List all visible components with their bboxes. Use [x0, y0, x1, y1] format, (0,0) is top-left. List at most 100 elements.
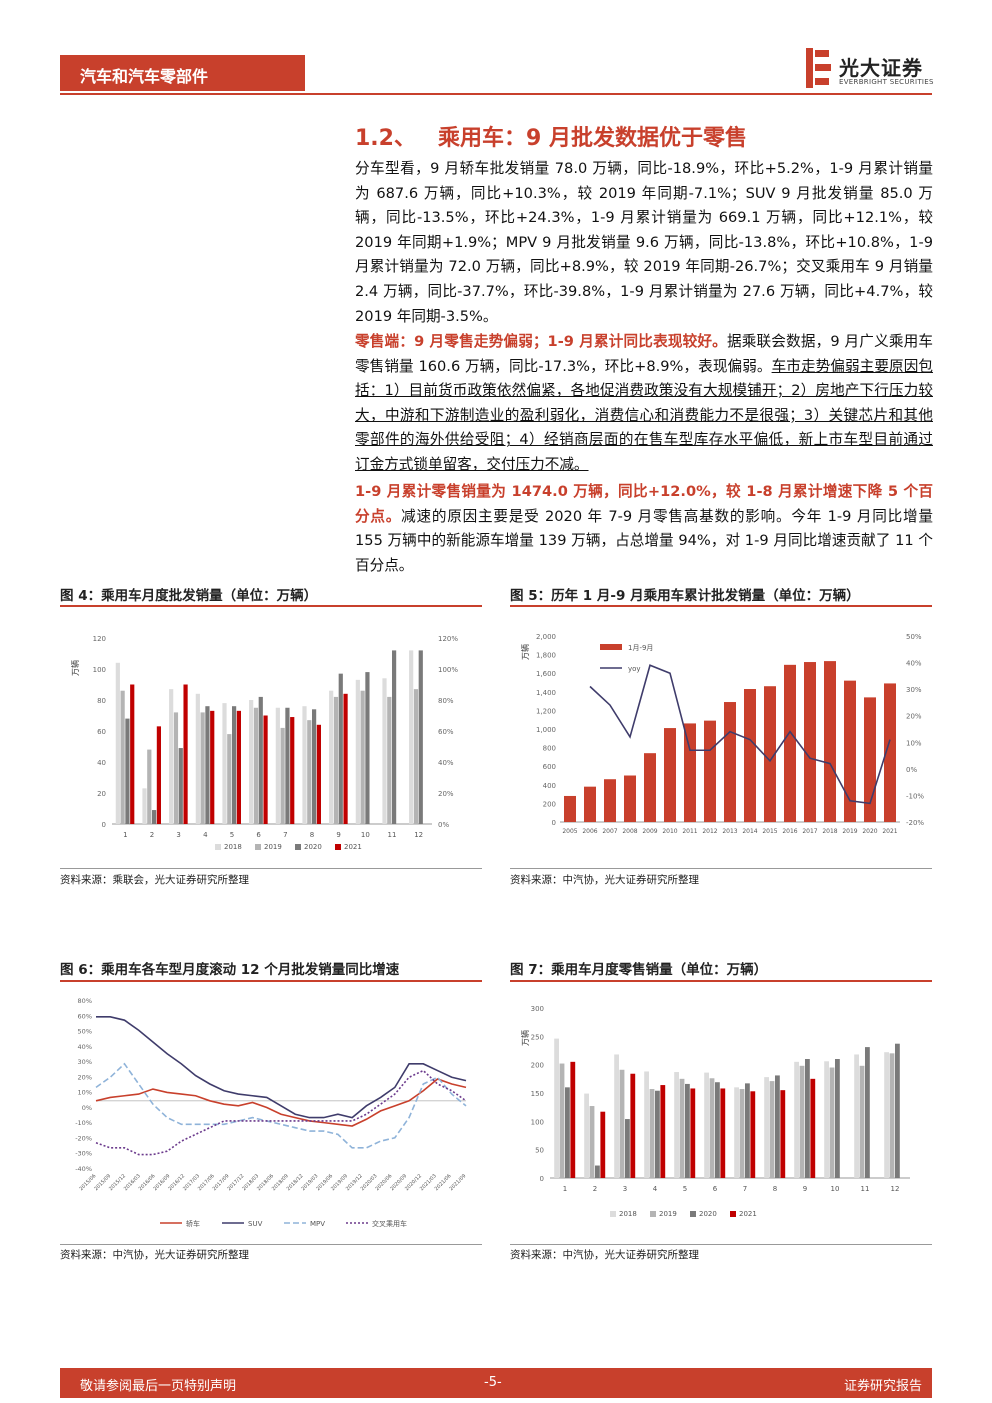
- bar-2020: [685, 1083, 690, 1178]
- y-tick-label: -10%: [75, 1119, 92, 1127]
- bar-2020: [365, 672, 370, 824]
- bar-2018: [824, 1061, 829, 1178]
- y-tick-label: 800: [543, 745, 556, 753]
- yoy-line: [589, 664, 891, 805]
- x-tick-label: 2015: [762, 828, 777, 835]
- bar-cumulative: [604, 779, 616, 822]
- bar-2018: [674, 1072, 679, 1178]
- bar-2018: [704, 1072, 709, 1178]
- x-tick-label: 2014: [742, 828, 757, 835]
- bar-cumulative: [584, 786, 596, 822]
- bar-2020: [655, 1090, 660, 1178]
- bar-2018: [734, 1087, 739, 1178]
- bar-2019: [709, 1078, 715, 1178]
- x-tick-label: 2009: [642, 828, 657, 835]
- bar-2020: [152, 810, 157, 824]
- legend-swatch-2019: [255, 844, 261, 850]
- bar-2020: [745, 1083, 750, 1178]
- legend-swatch-2018: [610, 1211, 616, 1217]
- x-tick-label: 2: [593, 1185, 597, 1193]
- bar-2021: [130, 684, 135, 824]
- brand-logo: 光大证券 EVERBRIGHT SECURITIES: [806, 48, 936, 92]
- paragraph-3: 1-9 月累计零售销量为 1474.0 万辆，同比+12.0%，较 1-8 月累…: [355, 480, 933, 578]
- bar-2018: [614, 1054, 619, 1178]
- x-tick-label: 6: [256, 831, 261, 839]
- y2-tick-label: 20%: [906, 713, 922, 721]
- x-tick-label: 2007: [602, 828, 617, 835]
- legend-label-yoy: yoy: [628, 665, 641, 673]
- bar-2020: [715, 1082, 720, 1178]
- bar-2019: [859, 1065, 865, 1178]
- bar-2018: [355, 679, 360, 824]
- bar-2021: [210, 710, 215, 824]
- bar-2019: [739, 1089, 745, 1178]
- y-tick-label: 1,200: [536, 707, 556, 715]
- y-tick-label: 300: [531, 1005, 544, 1013]
- y-tick-label: 400: [543, 782, 556, 790]
- fig5-title: 图 5：历年 1 月-9 月乘用车累计批发销量（单位：万辆）: [510, 588, 860, 604]
- y-tick-label: 20: [97, 790, 106, 798]
- bar-2019: [387, 696, 392, 824]
- legend-label-2019: 2019: [659, 1210, 677, 1218]
- bar-2020: [895, 1043, 900, 1178]
- y-tick-label: 80: [97, 697, 106, 705]
- y2-tick-label: 0%: [906, 766, 917, 774]
- x-tick-label: 2019: [842, 828, 857, 835]
- fig5-source: 资料来源：中汽协，光大证券研究所整理: [510, 874, 699, 886]
- fig4-chart: 万辆 0 20 40 60 80 100 120 0% 20% 40% 60% 80% 100% 120% 1…: [70, 635, 458, 851]
- legend-swatch-2021: [730, 1211, 736, 1217]
- bar-2018: [302, 706, 307, 824]
- paragraph-3-text: 减速的原因主要是受 2020 年 7-9 月零售高基数的影响。今年 1-9 月同…: [355, 507, 933, 574]
- y-tick-label: 60: [97, 728, 106, 736]
- x-tick-label: 1: [563, 1185, 567, 1193]
- bar-2020: [805, 1059, 810, 1178]
- y2-tick-label: 120%: [438, 635, 458, 643]
- y-tick-label: 0: [102, 821, 106, 829]
- x-tick-label: 2020: [862, 828, 877, 835]
- y-tick-label: 1,800: [536, 652, 556, 660]
- x-tick-label: 11: [861, 1185, 870, 1193]
- bar-2019: [360, 690, 365, 824]
- x-tick-label: 6: [713, 1185, 718, 1193]
- bar-2018: [329, 690, 334, 824]
- legend-label-2020: 2020: [699, 1210, 717, 1218]
- fig7-title: 图 7：乘用车月度零售销量（单位：万辆）: [510, 962, 768, 978]
- bar-cumulative: [664, 728, 676, 822]
- bar-2019: [333, 696, 339, 824]
- legend-swatch-2018: [215, 844, 221, 850]
- bar-2019: [619, 1069, 625, 1178]
- x-tick-label: 2017: [802, 828, 817, 835]
- bar-2021: [780, 1090, 786, 1178]
- bar-cumulative: [784, 664, 796, 822]
- fig4-source-rule: [60, 868, 482, 869]
- x-tick-label: 2016: [782, 828, 797, 835]
- y-tick-label: 100: [531, 1118, 544, 1126]
- bar-2020: [178, 748, 183, 824]
- fig6-title: 图 6：乘用车各车型月度滚动 12 个月批发销量同比增速: [60, 962, 400, 978]
- bar-2019: [679, 1078, 685, 1178]
- header-rule: [60, 93, 932, 95]
- x-tick-label: 2011: [682, 828, 697, 835]
- y-tick-label: 1,000: [536, 726, 556, 734]
- fig4-source: 资料来源：乘联会，光大证券研究所整理: [60, 874, 249, 886]
- footer-report-type: 证券研究报告: [843, 1379, 922, 1394]
- brand-mark-icon: [806, 48, 831, 88]
- brand-name-cn: 光大证券: [839, 56, 923, 80]
- legend-label-SUV: SUV: [248, 1220, 263, 1228]
- section-title: 乘用车：9 月批发数据优于零售: [437, 126, 747, 151]
- y2-tick-label: -10%: [906, 792, 924, 800]
- y-tick-label: 80%: [78, 997, 92, 1005]
- bar-2019: [200, 712, 205, 824]
- x-tick-label: 5: [683, 1185, 687, 1193]
- x-tick-label: 2012: [702, 828, 717, 835]
- bar-2021: [630, 1073, 636, 1178]
- y2-tick-label: 50%: [906, 633, 922, 641]
- y2-tick-label: 20%: [438, 790, 454, 798]
- legend-label-2018: 2018: [224, 843, 242, 851]
- bar-2019: [120, 690, 125, 824]
- y-tick-label: -40%: [75, 1165, 92, 1173]
- y-tick-label: 120: [93, 635, 106, 643]
- x-tick-label: 4: [653, 1185, 658, 1193]
- y2-tick-label: 100%: [438, 666, 458, 674]
- fig7-source-rule: [510, 1244, 932, 1245]
